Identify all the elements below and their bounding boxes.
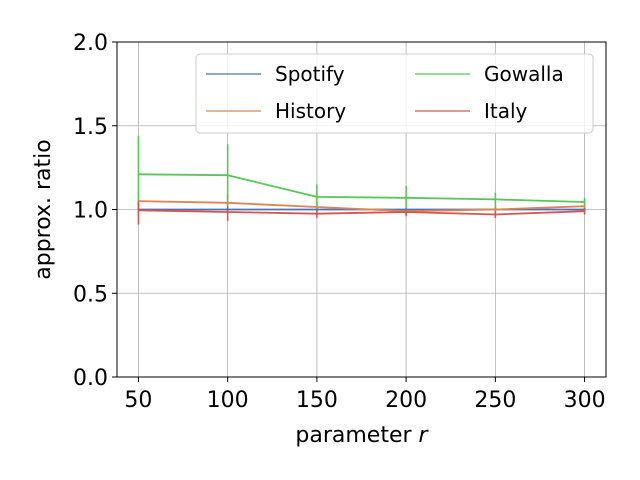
x-tick-label: 300 [564, 388, 606, 413]
y-ticks: 0.0 0.5 1.0 1.5 2.0 [73, 31, 117, 391]
legend-box [195, 53, 594, 134]
x-tick-label: 250 [474, 388, 516, 413]
x-tick-label: 150 [296, 388, 338, 413]
series-line-italy [138, 209, 585, 216]
series-lines [138, 173, 585, 216]
x-tick-label: 200 [385, 388, 427, 413]
legend-label: History [275, 99, 346, 123]
legend: Spotify History Gowalla Italy [195, 53, 594, 134]
y-axis-label: approx. ratio [31, 139, 56, 280]
legend-label: Italy [484, 99, 528, 123]
x-tick-label: 50 [124, 388, 152, 413]
x-axis-label-variable: r [419, 423, 430, 448]
y-tick-label: 1.5 [73, 115, 108, 140]
y-tick-label: 1.0 [73, 199, 108, 224]
legend-label: Gowalla [484, 62, 564, 86]
series-line-history [138, 200, 585, 213]
x-axis-label-prefix: parameter [295, 423, 418, 448]
y-tick-label: 2.0 [73, 31, 108, 56]
y-tick-label: 0.0 [73, 366, 108, 391]
x-ticks: 50 100 150 200 250 300 [124, 377, 606, 413]
x-axis-label: parameter r [295, 423, 429, 448]
y-tick-label: 0.5 [73, 282, 108, 307]
legend-label: Spotify [275, 62, 345, 86]
x-tick-label: 100 [207, 388, 249, 413]
series-line-gowalla [138, 173, 585, 203]
